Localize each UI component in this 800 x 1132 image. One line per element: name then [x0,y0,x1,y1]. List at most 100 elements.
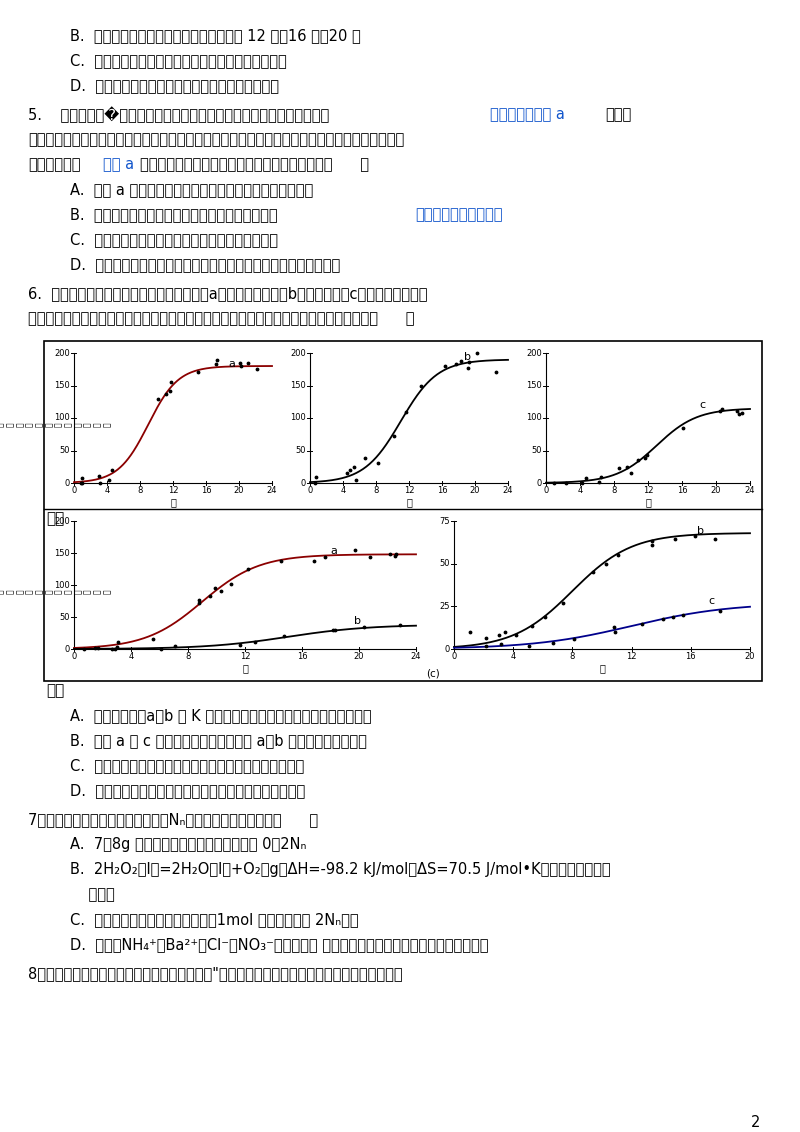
Text: 且特异性免疫能力下降: 且特异性免疫能力下降 [415,207,502,222]
Text: 12: 12 [168,486,178,495]
Text: 150: 150 [54,381,70,391]
Text: 200: 200 [526,349,542,358]
Text: 天: 天 [406,497,412,507]
Text: a: a [229,359,235,369]
Text: 25: 25 [439,602,450,611]
Text: 4: 4 [578,486,582,495]
Text: 4: 4 [104,486,110,495]
Text: a: a [330,547,338,556]
Text: 0: 0 [301,479,306,488]
Text: 20: 20 [470,486,480,495]
Text: 75: 75 [439,516,450,525]
Text: C.  常采用定期抽样检测的方法调查培养液中草履虫的密度: C. 常采用定期抽样检测的方法调查培养液中草履虫的密度 [70,758,304,773]
Text: B.  人在寒冷环境中免疫力降低，易被病原体感染，: B. 人在寒冷环境中免疫力降低，易被病原体感染， [70,207,278,222]
Text: 8．明朝《救园杂记》有海水提取食盐的记载："烧草为灰，布在滩场，然后以海水淙之，侯晒结: 8．明朝《救园杂记》有海水提取食盐的记载："烧草为灰，布在滩场，然后以海水淙之，… [28,966,402,981]
Text: 8: 8 [186,652,190,661]
Text: 乙组: 乙组 [46,683,64,698]
Text: c: c [709,597,714,607]
Text: B.  2H₂O₂（l）=2H₂O（l）+O₂（g）ΔH=-98.2 kJ/mol，ΔS=70.5 J/mol•K，该反应低温能自: B. 2H₂O₂（l）=2H₂O（l）+O₂（g）ΔH=-98.2 kJ/mol… [70,861,610,877]
Text: D.  甲组属于种群水平的研究，而乙组属于群落水平的研究: D. 甲组属于种群水平的研究，而乙组属于群落水平的研究 [70,783,306,798]
Text: 12: 12 [240,652,250,661]
Text: B.  若将 a 与 c 共同培养，可能出现类似 a、b 共同培养的变化曲线: B. 若将 a 与 c 共同培养，可能出现类似 a、b 共同培养的变化曲线 [70,734,367,748]
Text: 甲组: 甲组 [46,511,64,526]
Text: 50: 50 [439,559,450,568]
Text: 50: 50 [531,446,542,455]
Text: 100: 100 [290,413,306,422]
Text: 2: 2 [750,1115,760,1130]
Text: D.  寒冷时，体温调节中枢是下丘脑，破坏下丘脑，将导致冷觉丧失: D. 寒冷时，体温调节中枢是下丘脑，破坏下丘脑，将导致冷觉丧失 [70,257,340,272]
Text: 发进行: 发进行 [70,887,114,902]
Text: 0: 0 [65,644,70,653]
Text: C.  过氧化氢使高锰酸钾溶液褪色，1mol 过氧化氢得到 2Nₙ电子: C. 过氧化氢使高锰酸钾溶液褪色，1mol 过氧化氢得到 2Nₙ电子 [70,912,358,927]
Text: 8: 8 [374,486,378,495]
Text: 16: 16 [686,652,696,661]
Text: 100: 100 [526,413,542,422]
Text: 0: 0 [307,486,313,495]
Text: 8: 8 [138,486,142,495]
Text: 疫应答，此时: 疫应答，此时 [28,157,81,172]
Text: 天: 天 [170,497,176,507]
Text: 8: 8 [570,652,575,661]
Text: 单
位
体
积
培
养
液
中
草
履
虫
数: 单 位 体 积 培 养 液 中 草 履 虫 数 [0,422,112,427]
Text: 8: 8 [611,486,617,495]
Text: 天: 天 [599,663,605,674]
Text: 150: 150 [526,381,542,391]
Text: 使肾上: 使肾上 [605,108,631,122]
Text: C.  配对的染色体的大小和形态相同，所含基因也相同: C. 配对的染色体的大小和形态相同，所含基因也相同 [70,53,286,68]
Text: b: b [354,616,362,626]
Text: 150: 150 [54,549,70,557]
Text: 24: 24 [502,486,514,495]
Text: 16: 16 [201,486,211,495]
Text: 天: 天 [242,663,248,674]
Text: 16: 16 [677,486,687,495]
Text: 20: 20 [234,486,244,495]
Text: b: b [465,352,471,362]
Text: 0: 0 [71,652,77,661]
Text: D.  用秋水仙素处理甲和丙的子代可能形成新的物种: D. 用秋水仙素处理甲和丙的子代可能形成新的物种 [70,78,279,93]
Text: b: b [697,526,704,537]
Text: 以自然界中某细菌为食物，在相同的培养条件下得出的实验结果，下列有关分析错误的是（      ）: 以自然界中某细菌为食物，在相同的培养条件下得出的实验结果，下列有关分析错误的是（… [28,311,414,326]
Text: D.  在含有NH₄⁺、Ba²⁺、Cl⁻、NO₃⁻离子的溶液 加入少量过氧化钠以上各离子量几乎不减少: D. 在含有NH₄⁺、Ba²⁺、Cl⁻、NO₃⁻离子的溶液 加入少量过氧化钠以上… [70,937,489,952]
Text: 0: 0 [537,479,542,488]
Text: 200: 200 [54,516,70,525]
Text: 0: 0 [445,644,450,653]
Text: 16: 16 [297,652,307,661]
Text: 0: 0 [543,486,549,495]
Text: 200: 200 [290,349,306,358]
Text: 16: 16 [437,486,447,495]
Text: 4: 4 [510,652,516,661]
Text: 20: 20 [745,652,755,661]
Text: C.  可使用肾上腺皮质激素提高移植后器官的成活率: C. 可使用肾上腺皮质激素提高移植后器官的成活率 [70,232,278,247]
Text: 垂体分泌的激素 a: 垂体分泌的激素 a [490,108,565,122]
Text: 20: 20 [710,486,722,495]
Text: 24: 24 [266,486,278,495]
Text: A.  激素 a 起作用后被灭活，其分泌受肾上腺皮质激素调节: A. 激素 a 起作用后被灭活，其分泌受肾上腺皮质激素调节 [70,182,314,197]
Text: 腺皮质分泌肾上腺皮质激素，以保证重要器官的血液供应。有研究表明肾上腺皮质激素还可抑制免: 腺皮质分泌肾上腺皮质激素，以保证重要器官的血液供应。有研究表明肾上腺皮质激素还可… [28,132,404,147]
Text: 50: 50 [59,612,70,621]
Text: 12: 12 [642,486,654,495]
Text: 150: 150 [290,381,306,391]
Text: 24: 24 [410,652,422,661]
Text: 0: 0 [71,486,77,495]
Text: c: c [699,401,705,410]
Text: 单
位
体
积
培
养
液
中
草
履
虫
数: 单 位 体 积 培 养 液 中 草 履 虫 数 [0,590,112,594]
Text: B.  甲、乙、丙体细胞中的染色体数分别是 12 条、16 条、20 条: B. 甲、乙、丙体细胞中的染色体数分别是 12 条、16 条、20 条 [70,28,361,43]
Text: 4: 4 [340,486,346,495]
Text: 20: 20 [354,652,364,661]
Text: 4: 4 [128,652,134,661]
Text: 7．关于过氧化物的叙述正确的是（Nₙ表示阿伏伽德罗常数）（      ）: 7．关于过氧化物的叙述正确的是（Nₙ表示阿伏伽德罗常数）（ ） [28,812,318,827]
Text: 0: 0 [451,652,457,661]
Text: 6.  如图是生态学家高斯利用不同的草履虫（a：双小核草履虫，b：尾草履虫，c：大草履虫），均: 6. 如图是生态学家高斯利用不同的草履虫（a：双小核草履虫，b：尾草履虫，c：大… [28,286,427,301]
Text: 50: 50 [59,446,70,455]
Text: 12: 12 [626,652,637,661]
Text: A.  7．8g 过氧化钠含有的共用电子对数为 0．2Nₙ: A. 7．8g 过氧化钠含有的共用电子对数为 0．2Nₙ [70,837,306,852]
Text: (c): (c) [426,669,440,679]
Text: 100: 100 [54,413,70,422]
Text: 50: 50 [295,446,306,455]
Text: 100: 100 [54,581,70,590]
Text: 激素 a: 激素 a [103,157,134,172]
Text: 24: 24 [745,486,755,495]
Text: 12: 12 [404,486,414,495]
Text: 天: 天 [645,497,651,507]
Text: 5.    人体受寒冷�激后，机体可通过类似与甲状腺激素分泌的调节机制，: 5. 人体受寒冷�激后，机体可通过类似与甲状腺激素分泌的调节机制， [28,108,330,123]
